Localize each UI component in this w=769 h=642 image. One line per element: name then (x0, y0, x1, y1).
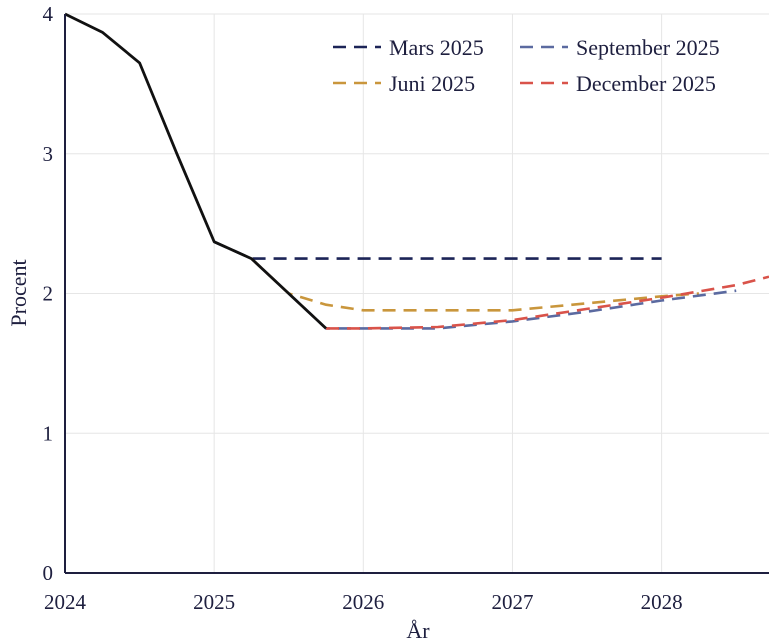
x-axis-title: År (406, 618, 430, 642)
y-axis-title: Procent (6, 259, 31, 326)
legend-label-mars-2025: Mars 2025 (389, 35, 484, 60)
legend-label-juni-2025: Juni 2025 (389, 71, 475, 96)
x-tick-label: 2024 (44, 590, 87, 614)
x-tick-label: 2027 (491, 590, 533, 614)
outcome-line (64, 12, 327, 330)
y-tick-label: 3 (43, 142, 54, 166)
x-tick-label: 2025 (193, 590, 235, 614)
legend-label-december-2025: December 2025 (576, 71, 716, 96)
y-tick-label: 1 (43, 421, 54, 445)
y-tick-labels: 0 1 2 3 4 (43, 2, 54, 585)
x-tick-label: 2028 (641, 590, 683, 614)
series-line-mars-2025 (213, 240, 662, 260)
x-tick-label: 2026 (342, 590, 384, 614)
series-line-december-2025 (326, 275, 769, 330)
x-tick-labels: 2024 2025 2026 2027 2028 (44, 590, 683, 614)
legend: Mars 2025 Juni 2025 September 2025 December… (333, 35, 720, 96)
series-line-september-2025 (287, 289, 737, 330)
grid (65, 13, 769, 573)
y-tick-label: 2 (43, 282, 54, 306)
series-lines (64, 12, 769, 330)
series-line-juni-2025 (250, 257, 699, 312)
y-tick-label: 4 (43, 2, 54, 26)
legend-label-september-2025: September 2025 (576, 35, 720, 60)
y-tick-label: 0 (43, 561, 54, 585)
